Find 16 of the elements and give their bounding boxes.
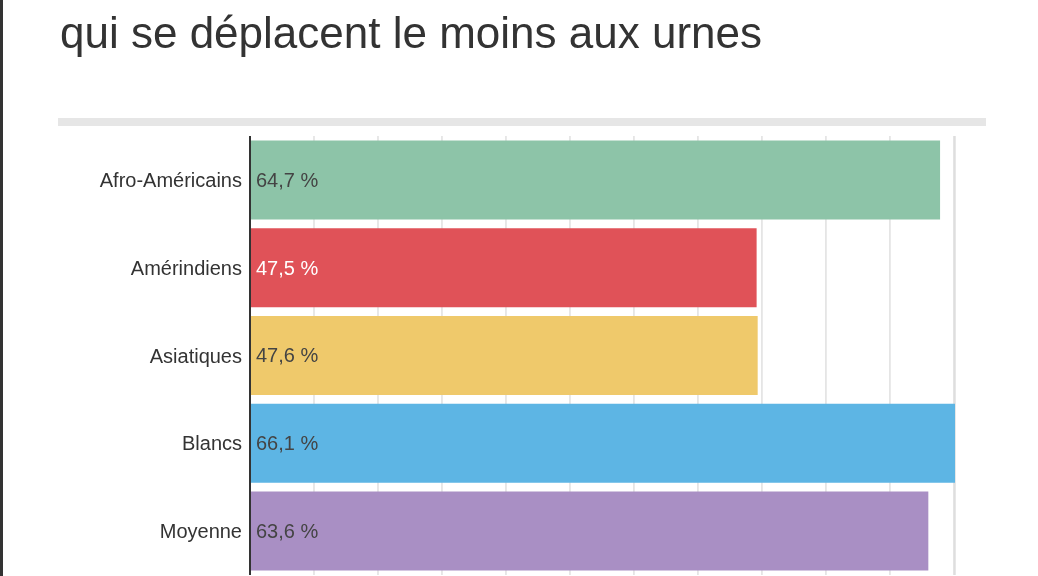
y-tick-label: Asiatiques — [149, 344, 242, 367]
y-tick-label: Afro-Américains — [99, 169, 242, 191]
data-label: 63,6 % — [256, 520, 319, 543]
bar — [250, 491, 929, 571]
y-tick-label: Blancs — [181, 432, 242, 455]
data-label: 66,1 % — [256, 432, 319, 455]
bar — [250, 140, 941, 220]
data-label: 47,5 % — [256, 256, 319, 279]
chart-title: qui se déplacent le moins aux urnes — [60, 8, 763, 58]
data-label: 47,6 % — [256, 344, 319, 367]
bar — [250, 228, 757, 308]
y-tick-label: Moyenne — [159, 520, 242, 543]
bar — [250, 403, 955, 483]
bar — [250, 315, 758, 395]
data-label: 64,7 % — [256, 168, 319, 191]
y-tick-label: Amérindiens — [130, 256, 242, 279]
